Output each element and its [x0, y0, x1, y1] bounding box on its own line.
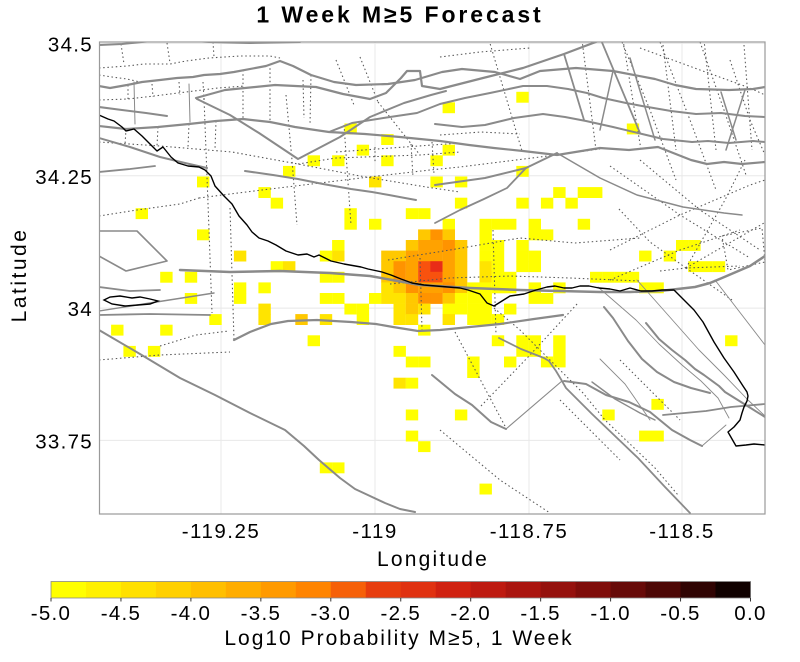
- svg-text:-2.5: -2.5: [381, 602, 422, 625]
- svg-text:-5.0: -5.0: [31, 602, 72, 625]
- svg-text:-118.5: -118.5: [649, 520, 715, 543]
- svg-text:-119: -119: [352, 520, 398, 543]
- svg-text:1 Week M≥5 Forecast: 1 Week M≥5 Forecast: [256, 2, 543, 28]
- svg-text:-4.5: -4.5: [101, 602, 142, 625]
- svg-text:Log10 Probability M≥5, 1 Week: Log10 Probability M≥5, 1 Week: [224, 627, 573, 650]
- svg-text:-0.5: -0.5: [660, 602, 701, 625]
- svg-text:-3.5: -3.5: [241, 602, 282, 625]
- svg-text:33.75: 33.75: [35, 430, 93, 453]
- svg-text:-1.0: -1.0: [590, 602, 631, 625]
- svg-text:-3.0: -3.0: [311, 602, 352, 625]
- svg-text:34: 34: [68, 298, 93, 321]
- svg-text:34.25: 34.25: [35, 166, 93, 189]
- svg-text:-118.75: -118.75: [490, 520, 569, 543]
- svg-text:-2.0: -2.0: [450, 602, 491, 625]
- svg-text:0.0: 0.0: [734, 602, 766, 625]
- svg-text:-4.0: -4.0: [171, 602, 212, 625]
- svg-text:Latitude: Latitude: [8, 228, 31, 323]
- svg-text:-119.25: -119.25: [182, 520, 261, 543]
- svg-text:Longitude: Longitude: [377, 548, 489, 571]
- svg-text:34.5: 34.5: [48, 33, 93, 56]
- svg-text:-1.5: -1.5: [520, 602, 561, 625]
